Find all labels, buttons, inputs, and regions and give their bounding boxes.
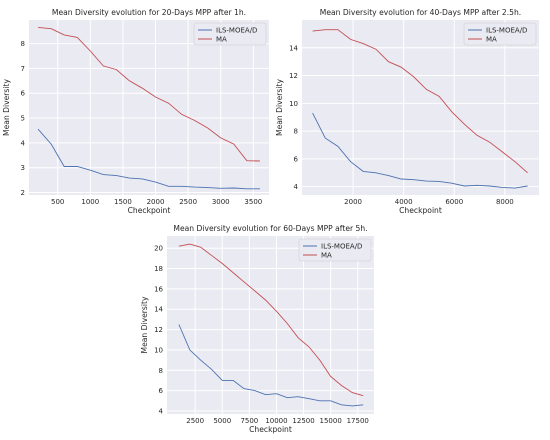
plot-area [29, 20, 269, 195]
legend-label: MA [216, 36, 227, 44]
y-tick-label: 2 [21, 189, 25, 197]
legend: ILS-MOEA/DMA [193, 22, 267, 46]
legend-label: MA [321, 252, 332, 260]
x-tick-label: 8000 [496, 198, 514, 206]
x-tick-label: 500 [51, 198, 64, 206]
y-tick-label: 6 [294, 155, 299, 163]
plot-area [167, 236, 374, 414]
x-tick-label: 3500 [244, 198, 262, 206]
y-tick-label: 14 [289, 44, 298, 52]
x-tick-label: 6000 [445, 198, 463, 206]
chart-2: 2000 4000 6000 8000 4 6 8 10 12 14 ILS-MOEA/DMA Mea… [275, 8, 539, 215]
chart-title: Mean Diversity evolution for 20-Days MPP… [52, 8, 246, 17]
x-tick-label: 7500 [240, 417, 258, 425]
chart-title: Mean Diversity evolution for 40-Days MPP… [320, 8, 521, 17]
y-tick-label: 8 [21, 40, 25, 48]
x-tick-label: 4000 [395, 198, 413, 206]
y-tick-label: 4 [21, 139, 26, 147]
series-line-ma [178, 243, 364, 397]
y-tick-label: 12 [154, 326, 163, 334]
x-axis-label: Checkpoint [399, 206, 442, 215]
series-line-ma [38, 26, 260, 162]
chart-1: 500 1000 1500 2000 2500 3000 3500 2 3 4 5 6 7 8 ILS-MO… [2, 8, 269, 215]
y-tick-label: 4 [294, 183, 299, 191]
y-tick-label: 14 [154, 306, 163, 314]
chart-title: Mean Diversity evolution for 60-Days MPP… [173, 224, 367, 233]
legend-label: ILS-MOEA/D [486, 27, 527, 35]
y-tick-label: 18 [154, 265, 163, 273]
plot-area [302, 20, 539, 195]
x-tick-label: 1500 [114, 198, 132, 206]
y-tick-label: 3 [21, 164, 25, 172]
series-line-ils-moea-d [312, 112, 528, 189]
series-line-ma [312, 29, 528, 174]
x-axis-label: Checkpoint [128, 206, 171, 215]
y-tick-label: 5 [21, 115, 25, 123]
x-tick-label: 17500 [347, 417, 369, 425]
series-line-ils-moea-d [37, 128, 260, 190]
y-tick-label: 8 [159, 367, 163, 375]
y-tick-label: 16 [154, 285, 163, 293]
y-tick-label: 20 [154, 245, 163, 253]
x-tick-label: 15000 [320, 417, 342, 425]
x-tick-label: 10000 [265, 417, 287, 425]
legend-label: ILS-MOEA/D [321, 243, 362, 251]
x-tick-label: 5000 [213, 417, 231, 425]
x-tick-label: 2000 [147, 198, 165, 206]
y-tick-label: 12 [289, 72, 298, 80]
x-tick-label: 2500 [186, 417, 204, 425]
legend: ILS-MOEA/DMA [298, 238, 372, 262]
y-axis-label: Mean Diversity [275, 79, 284, 136]
legend-label: MA [486, 36, 497, 44]
x-tick-label: 2000 [344, 198, 362, 206]
y-tick-label: 10 [289, 100, 298, 108]
y-axis-label: Mean Diversity [140, 296, 149, 353]
y-tick-label: 6 [21, 90, 26, 98]
legend: ILS-MOEA/DMA [463, 22, 537, 46]
chart-3: 2500 5000 7500 10000 12500 15000 17500 4 6 8 10 12 1… [140, 224, 374, 434]
y-tick-label: 8 [294, 128, 298, 136]
y-tick-label: 7 [21, 65, 25, 73]
x-axis-label: Checkpoint [249, 425, 292, 434]
x-tick-label: 1000 [81, 198, 99, 206]
y-tick-label: 6 [159, 387, 164, 395]
series-line-ils-moea-d [178, 324, 364, 407]
x-tick-label: 2500 [179, 198, 197, 206]
x-tick-label: 12500 [292, 417, 314, 425]
y-axis-label: Mean Diversity [2, 79, 11, 136]
x-tick-label: 3000 [212, 198, 230, 206]
legend-label: ILS-MOEA/D [216, 27, 257, 35]
y-tick-label: 10 [154, 346, 163, 354]
y-tick-label: 4 [159, 407, 164, 415]
